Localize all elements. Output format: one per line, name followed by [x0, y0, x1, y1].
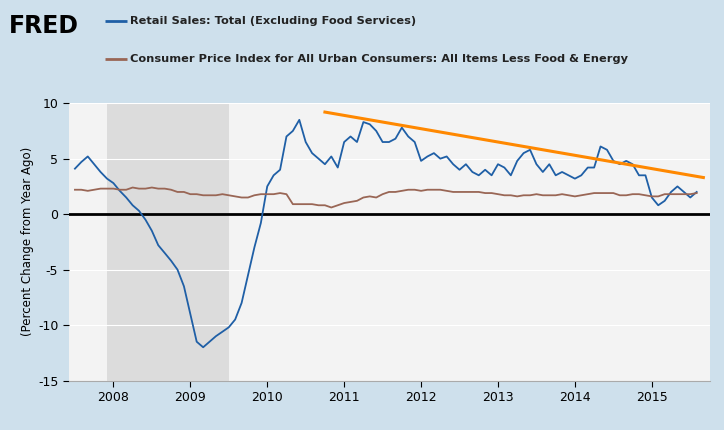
Bar	[107, 103, 229, 381]
Text: Consumer Price Index for All Urban Consumers: All Items Less Food & Energy: Consumer Price Index for All Urban Consu…	[130, 54, 628, 64]
Text: Retail Sales: Total (Excluding Food Services): Retail Sales: Total (Excluding Food Serv…	[130, 16, 416, 26]
Text: FRED: FRED	[9, 14, 79, 38]
Y-axis label: (Percent Change from Year Ago): (Percent Change from Year Ago)	[21, 147, 34, 337]
